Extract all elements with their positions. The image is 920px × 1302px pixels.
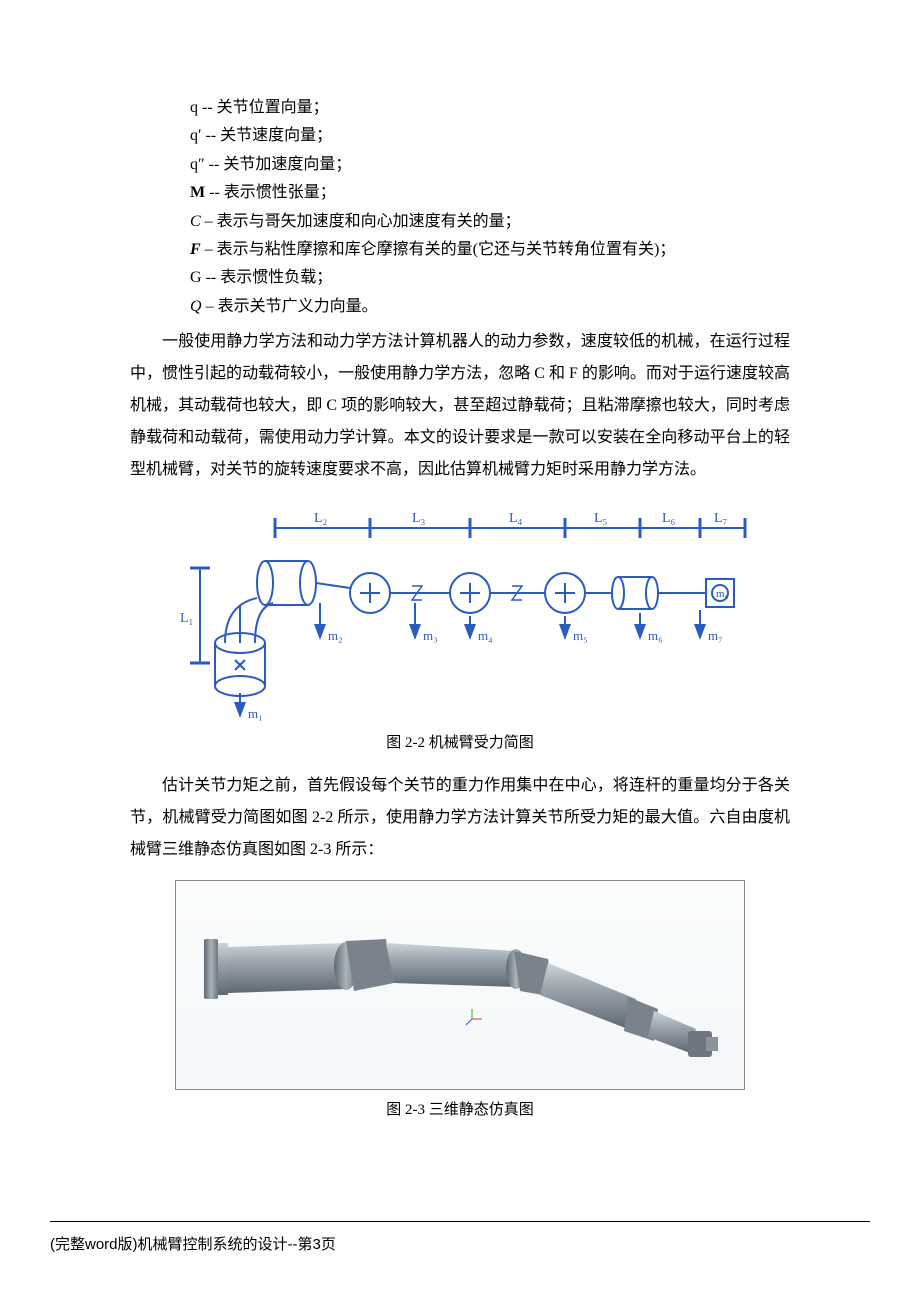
def-Q: Q – 表示关节广义力向量。	[190, 294, 790, 320]
def-qdprime: q″ -- 关节加速度向量；	[190, 152, 790, 178]
def-C: C – 表示与哥矢加速度和向心加速度有关的量；	[190, 209, 790, 235]
svg-text:L₃: L₃	[412, 511, 426, 526]
paragraph-2: 估计关节力矩之前，首先假设每个关节的重力作用集中在中心，将连杆的重量均分于各关节…	[130, 770, 790, 866]
svg-text:m₅: m₅	[573, 628, 588, 643]
svg-text:L₄: L₄	[509, 511, 523, 526]
svg-text:L₆: L₆	[662, 511, 676, 526]
figure-2-2: L₂ L₃ L₄ L₅ L₆ L₇ L₁	[130, 498, 790, 752]
def-q: q -- 关节位置向量；	[190, 95, 790, 121]
def-F: F – 表示与粘性摩擦和库仑摩擦有关的量(它还与关节转角位置有关)；	[190, 237, 790, 263]
force-diagram-svg: L₂ L₃ L₄ L₅ L₆ L₇ L₁	[160, 498, 760, 723]
figure-2-3: 图 2-3 三维静态仿真图	[130, 880, 790, 1119]
svg-text:L₇: L₇	[714, 511, 728, 526]
arm-3d-render	[175, 880, 745, 1090]
paragraph-1: 一般使用静力学方法和动力学方法计算机器人的动力参数，速度较低的机械，在运行过程中…	[130, 326, 790, 486]
page-footer: (完整word版)机械臂控制系统的设计--第3页	[50, 1233, 336, 1254]
svg-text:m₇: m₇	[708, 628, 723, 643]
def-qprime: q′ -- 关节速度向量；	[190, 123, 790, 149]
variable-definitions: q -- 关节位置向量； q′ -- 关节速度向量； q″ -- 关节加速度向量…	[130, 95, 790, 320]
svg-text:m₁: m₁	[248, 706, 263, 721]
svg-text:m₈: m₈	[716, 588, 729, 600]
svg-text:L₂: L₂	[314, 511, 328, 526]
svg-text:m₃: m₃	[423, 628, 438, 643]
svg-text:m₄: m₄	[478, 628, 493, 643]
def-M: M -- 表示惯性张量；	[190, 180, 790, 206]
figure-2-2-caption: 图 2-2 机械臂受力简图	[130, 731, 790, 752]
page-content: q -- 关节位置向量； q′ -- 关节速度向量； q″ -- 关节加速度向量…	[0, 0, 920, 1119]
svg-text:L₅: L₅	[594, 511, 608, 526]
figure-2-3-caption: 图 2-3 三维静态仿真图	[130, 1098, 790, 1119]
def-G: G -- 表示惯性负载；	[190, 265, 790, 291]
svg-text:L₁: L₁	[180, 611, 193, 626]
svg-text:m₂: m₂	[328, 628, 343, 643]
footer-divider	[50, 1221, 870, 1222]
svg-text:m₆: m₆	[648, 628, 663, 643]
